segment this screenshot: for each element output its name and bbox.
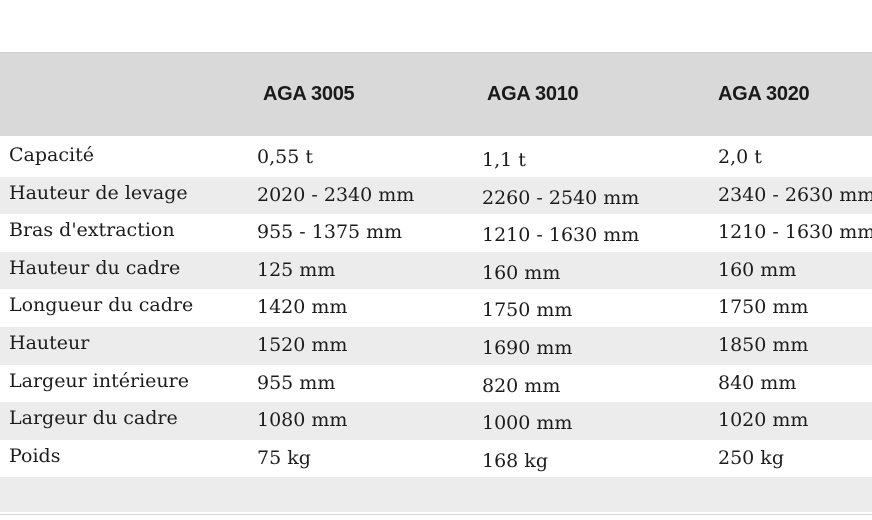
cell-aga-3020: 1750 mm [718,296,809,319]
cell-aga-3010: 168 kg [482,449,548,472]
cell-aga-3010: 1690 mm [482,336,573,359]
header-spacer [0,136,872,139]
cell-aga-3010: 820 mm [482,374,561,397]
table-row-longueur-du-cadre: Longueur du cadre 1420 mm 1750 mm 1750 m… [0,289,872,327]
cell-aga-3005: 1080 mm [257,409,348,432]
cell-aga-3010: 1,1 t [482,149,526,171]
cell-aga-3020: 250 kg [718,446,784,469]
cell-aga-3020: 1850 mm [718,333,809,356]
table-row-largeur-interieure: Largeur intérieure 955 mm 820 mm 840 mm [0,364,872,403]
table-header-row: AGA 3005 AGA 3010 AGA 3020 [0,53,872,136]
spec-table: AGA 3005 AGA 3010 AGA 3020 Capacité 0,55… [0,52,872,513]
cell-aga-3005: 75 kg [257,446,311,469]
row-label: Longueur du cadre [9,294,194,317]
bottom-divider [0,514,872,515]
cell-aga-3020: 1020 mm [718,409,809,432]
cell-aga-3005: 1420 mm [257,296,348,319]
cell-aga-3005: 955 mm [257,371,336,394]
cell-aga-3020: 840 mm [718,371,797,394]
column-header-aga-3005: AGA 3005 [263,83,355,105]
cell-aga-3020: 1210 - 1630 mm [718,221,872,244]
row-label: Largeur intérieure [9,369,189,392]
table-row-poids: Poids 75 kg 168 kg 250 kg [0,439,872,478]
table-row-hauteur-de-levage: Hauteur de levage 2020 - 2340 mm 2260 - … [0,176,872,215]
cell-aga-3020: 160 mm [718,258,797,281]
cell-aga-3010: 2260 - 2540 mm [482,186,640,209]
table-row-bras-d-extraction: Bras d'extraction 955 - 1375 mm 1210 - 1… [0,214,872,252]
table-footer-band [0,477,872,513]
row-label: Bras d'extraction [9,219,175,242]
cell-aga-3010: 1750 mm [482,299,573,322]
table-row-capacite: Capacité 0,55 t 1,1 t 2,0 t [0,139,872,177]
cell-aga-3005: 2020 - 2340 mm [257,183,415,206]
table-row-hauteur: Hauteur 1520 mm 1690 mm 1850 mm [0,326,872,365]
table-row-largeur-du-cadre: Largeur du cadre 1080 mm 1000 mm 1020 mm [0,402,872,440]
cell-aga-3010: 1000 mm [482,412,573,435]
column-header-aga-3010: AGA 3010 [487,83,579,105]
cell-aga-3005: 125 mm [257,258,336,281]
row-label: Hauteur [9,331,90,354]
cell-aga-3010: 1210 - 1630 mm [482,224,640,247]
cell-aga-3020: 2,0 t [718,146,762,168]
cell-aga-3020: 2340 - 2630 mm [718,183,872,206]
cell-aga-3010: 160 mm [482,261,561,284]
row-label: Hauteur de levage [9,181,188,204]
row-label: Capacité [9,144,94,166]
cell-aga-3005: 1520 mm [257,333,348,356]
cell-aga-3005: 0,55 t [257,146,313,168]
row-label: Hauteur du cadre [9,256,181,279]
table-row-hauteur-du-cadre: Hauteur du cadre 125 mm 160 mm 160 mm [0,251,872,290]
cell-aga-3005: 955 - 1375 mm [257,221,403,244]
row-label: Largeur du cadre [9,407,178,430]
row-label: Poids [9,444,61,467]
column-header-aga-3020: AGA 3020 [718,83,810,105]
